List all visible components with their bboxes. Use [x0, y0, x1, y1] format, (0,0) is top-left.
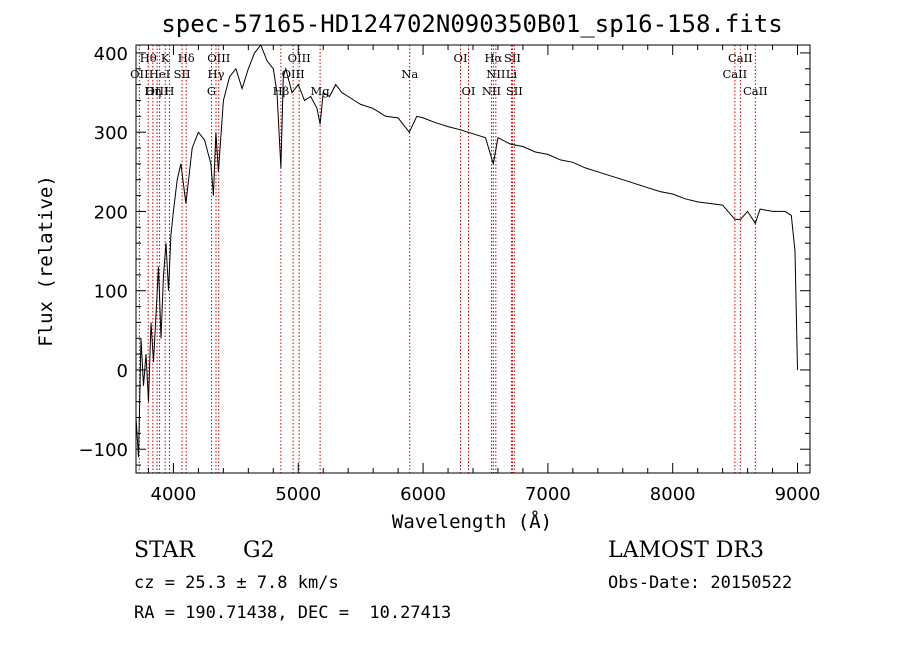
x-tick-label-1: 5000 [275, 484, 321, 505]
x-tick-label-3: 7000 [525, 484, 571, 505]
line-label-9: OII [130, 67, 149, 81]
object-subclass: G2 [243, 538, 275, 563]
line-label-24: OI [462, 84, 476, 98]
y-tick-label-4: 300 [94, 123, 128, 144]
x-tick-label-4: 8000 [650, 484, 696, 505]
line-label-19: Hη [144, 84, 161, 98]
line-label-21: G [207, 84, 216, 98]
survey-name: LAMOST DR3 [608, 538, 764, 563]
line-label-18: OIII [146, 84, 169, 98]
x-tick-label-2: 6000 [400, 484, 446, 505]
line-label-16: Li [506, 67, 518, 81]
y-tick-label-1: 0 [117, 361, 128, 382]
line-label-15: NII [486, 67, 505, 81]
object-class: STAR [134, 538, 195, 563]
line-label-4: OIII [288, 51, 311, 65]
line-label-25: NII [482, 84, 501, 98]
line-label-26: SII [506, 84, 523, 98]
chart-title: spec-57165-HD124702N090350B01_sp16-158.f… [161, 10, 782, 38]
line-label-5: OI [454, 51, 468, 65]
line-label-27: CaII [743, 84, 768, 98]
x-axis-label: Wavelength (Å) [392, 510, 552, 533]
line-label-14: Na [401, 67, 418, 81]
line-label-17: CaII [722, 67, 747, 81]
line-label-0: Hθ [140, 51, 157, 65]
y-tick-label-2: 100 [94, 282, 128, 303]
y-tick-label-0: −100 [79, 440, 128, 461]
line-label-8: CaII [728, 51, 753, 65]
spectrum-line [135, 44, 798, 458]
line-label-23: Mg [311, 84, 331, 98]
line-label-12: Hγ [208, 67, 225, 81]
redshift-velocity: cz = 25.3 ± 7.8 km/s [134, 573, 339, 593]
line-label-7: SII [504, 51, 521, 65]
axis-ticks: 4000 5000 6000 7000 8000 9000 −100 0 100 200 300 40… [79, 44, 821, 505]
observation-date: Obs-Date: 20150522 [608, 573, 793, 593]
line-label-1: K [161, 51, 170, 65]
x-tick-label-5: 9000 [775, 484, 821, 505]
line-label-22: Hβ [273, 84, 290, 98]
line-label-10: HeI [149, 67, 170, 81]
y-tick-label-3: 200 [94, 202, 128, 223]
line-label-13: OIII [282, 67, 305, 81]
y-tick-label-5: 400 [94, 44, 128, 65]
line-label-11: SII [174, 67, 191, 81]
line-label-20: H [164, 84, 174, 98]
y-axis-label: Flux (relative) [35, 175, 57, 347]
line-label-2: Hδ [178, 51, 195, 65]
x-tick-label-0: 4000 [151, 484, 197, 505]
spectral-line-markers [138, 45, 756, 473]
plot-frame [135, 44, 811, 474]
line-label-6: Hα [484, 51, 502, 65]
coordinates: RA = 190.71438, DEC = 10.27413 [134, 603, 452, 623]
line-label-3: OIII [207, 51, 230, 65]
